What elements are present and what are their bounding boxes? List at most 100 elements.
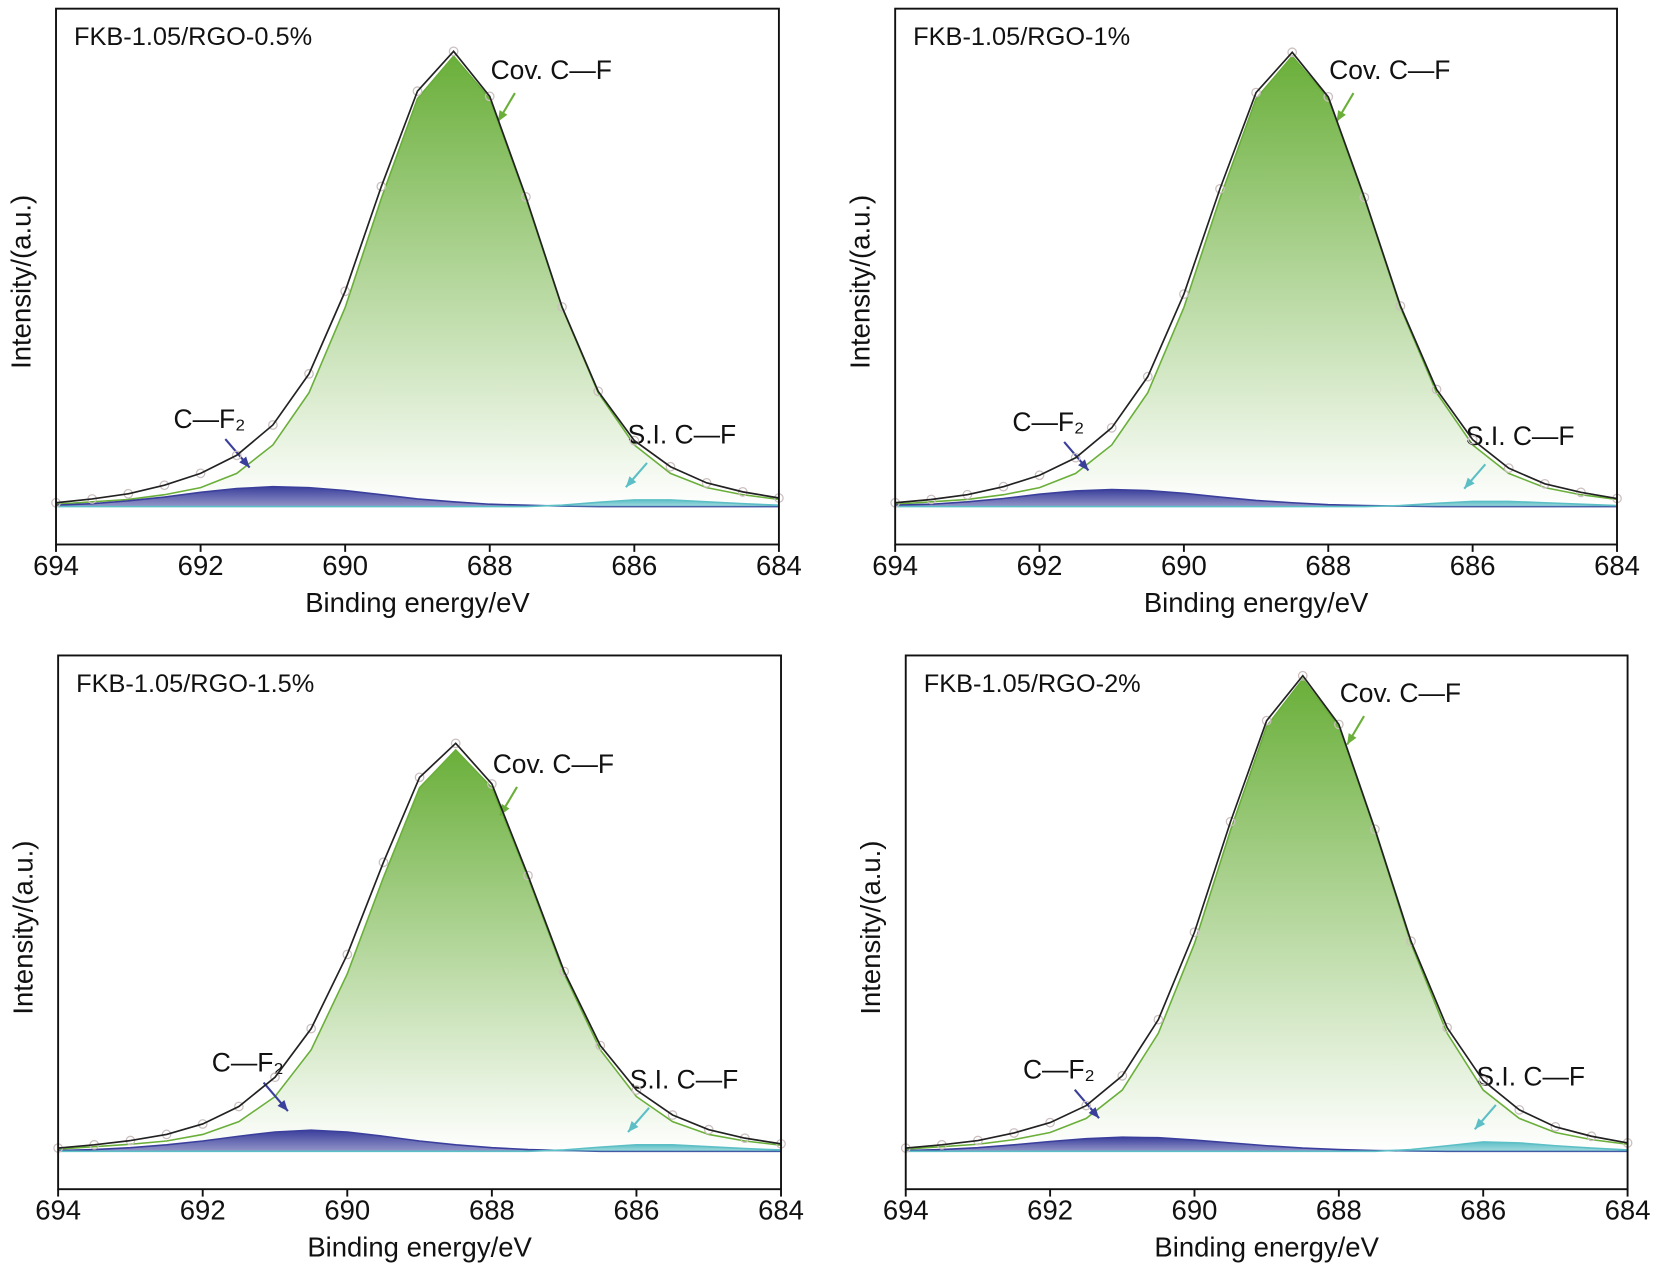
component-area [905,1137,1628,1152]
peak-label: C—F₂ [212,1048,284,1078]
arrow-head [627,1121,639,1133]
x-tick-label: 686 [614,1195,660,1226]
data-point [1370,824,1380,835]
x-tick-label: 694 [883,1195,929,1226]
plot-frame [55,7,780,546]
panel-label: FKB-1.05/RGO-0.5% [74,23,312,51]
arrow-head [239,456,250,468]
peak-label: Cov. C—F [1329,55,1450,85]
data-point [1395,301,1406,311]
data-point [195,468,206,479]
peak-label: Cov. C—F [491,55,612,85]
data-point [1323,92,1334,102]
data-point [1406,936,1416,947]
component-area [905,1141,1628,1152]
data-point [1225,816,1236,827]
data-point [342,949,353,960]
subplot: Cov. C—F C—F₂ S.I. C—F 694 692 690 688 686 684 Bi… [845,7,1640,618]
data-point [1287,47,1298,58]
x-tick-label: 686 [1450,550,1496,581]
data-point [270,1072,280,1083]
data-point [1081,1100,1092,1111]
x-tick-label: 688 [467,550,513,581]
data-point [523,870,533,881]
peak-label: S.I. C—F [1476,1062,1585,1092]
y-axis-title: Intensity/(a.u.) [6,195,37,369]
component-line [895,500,1618,508]
arrow-head [625,476,637,488]
data-point [521,192,531,202]
fit-envelope [58,742,782,1149]
peak-label: C—F₂ [1023,1055,1095,1085]
data-point [998,481,1009,492]
data-point [701,477,712,488]
data-point [703,1124,714,1135]
component-line [58,748,782,1150]
data-point [1189,927,1200,938]
data-point [159,480,170,491]
component-line [55,54,780,506]
data-point [629,435,640,446]
x-tick-label: 684 [756,550,802,581]
plot-frame [57,654,782,1191]
data-point [595,1040,606,1051]
component-area [895,489,1618,507]
x-tick-label: 688 [469,1195,515,1226]
data-point [1359,192,1370,203]
fit-envelope [55,50,780,504]
arrow-head [277,1100,288,1112]
data-point [667,1110,678,1120]
arrow-head [1088,1107,1100,1119]
subplot: Cov. C—F C—F₂ S.I. C—F 694 692 690 688 686 684 Bi… [6,7,802,618]
x-tick-label: 688 [1305,550,1351,581]
plot-frame [904,654,1629,1191]
data-point [1297,670,1308,681]
peak-label: S.I. C—F [1466,421,1575,451]
data-point [487,779,497,789]
x-tick-label: 690 [324,1195,370,1226]
data-point [1179,289,1189,299]
x-tick-label: 692 [178,550,224,581]
x-tick-label: 688 [1316,1195,1362,1226]
data-point [1251,87,1261,98]
component-area [56,499,779,507]
peak-label: Cov. C—F [493,749,614,779]
component-line [58,1129,782,1153]
data-point [1106,422,1117,433]
data-point [1431,384,1442,395]
x-tick-label: 690 [1161,550,1207,581]
component-area [58,1144,782,1152]
x-axis-title: Binding energy/eV [1144,587,1369,618]
data-point [557,302,567,312]
x-tick-label: 692 [1017,550,1063,581]
arrow-head [1336,110,1346,122]
data-point [378,857,389,868]
panel-label: FKB-1.05/RGO-1.5% [76,670,314,698]
data-point [306,1023,317,1034]
panel-label: FKB-1.05/RGO-1% [913,23,1130,51]
data-point [1142,371,1153,382]
data-point [450,738,461,749]
component-line [905,1141,1628,1153]
x-tick-label: 694 [35,1195,81,1226]
arrow-head [1347,733,1357,745]
x-tick-label: 692 [180,1195,226,1226]
data-point [1261,715,1272,726]
component-area [58,1130,782,1152]
x-tick-label: 684 [1605,1195,1651,1226]
y-axis-title: Intensity/(a.u.) [845,195,876,369]
component-line [905,677,1628,1150]
data-point [1045,1117,1055,1128]
x-tick-label: 694 [33,550,79,581]
data-point [1117,1070,1128,1081]
y-axis-title: Intensity/(a.u.) [8,841,39,1015]
x-tick-label: 690 [322,550,368,581]
data-point [376,181,387,192]
plot-frame [894,7,1618,546]
component-area [56,486,779,507]
data-point [665,461,676,472]
component-area [895,501,1618,507]
x-tick-label: 684 [1594,550,1640,581]
data-point [593,386,604,397]
